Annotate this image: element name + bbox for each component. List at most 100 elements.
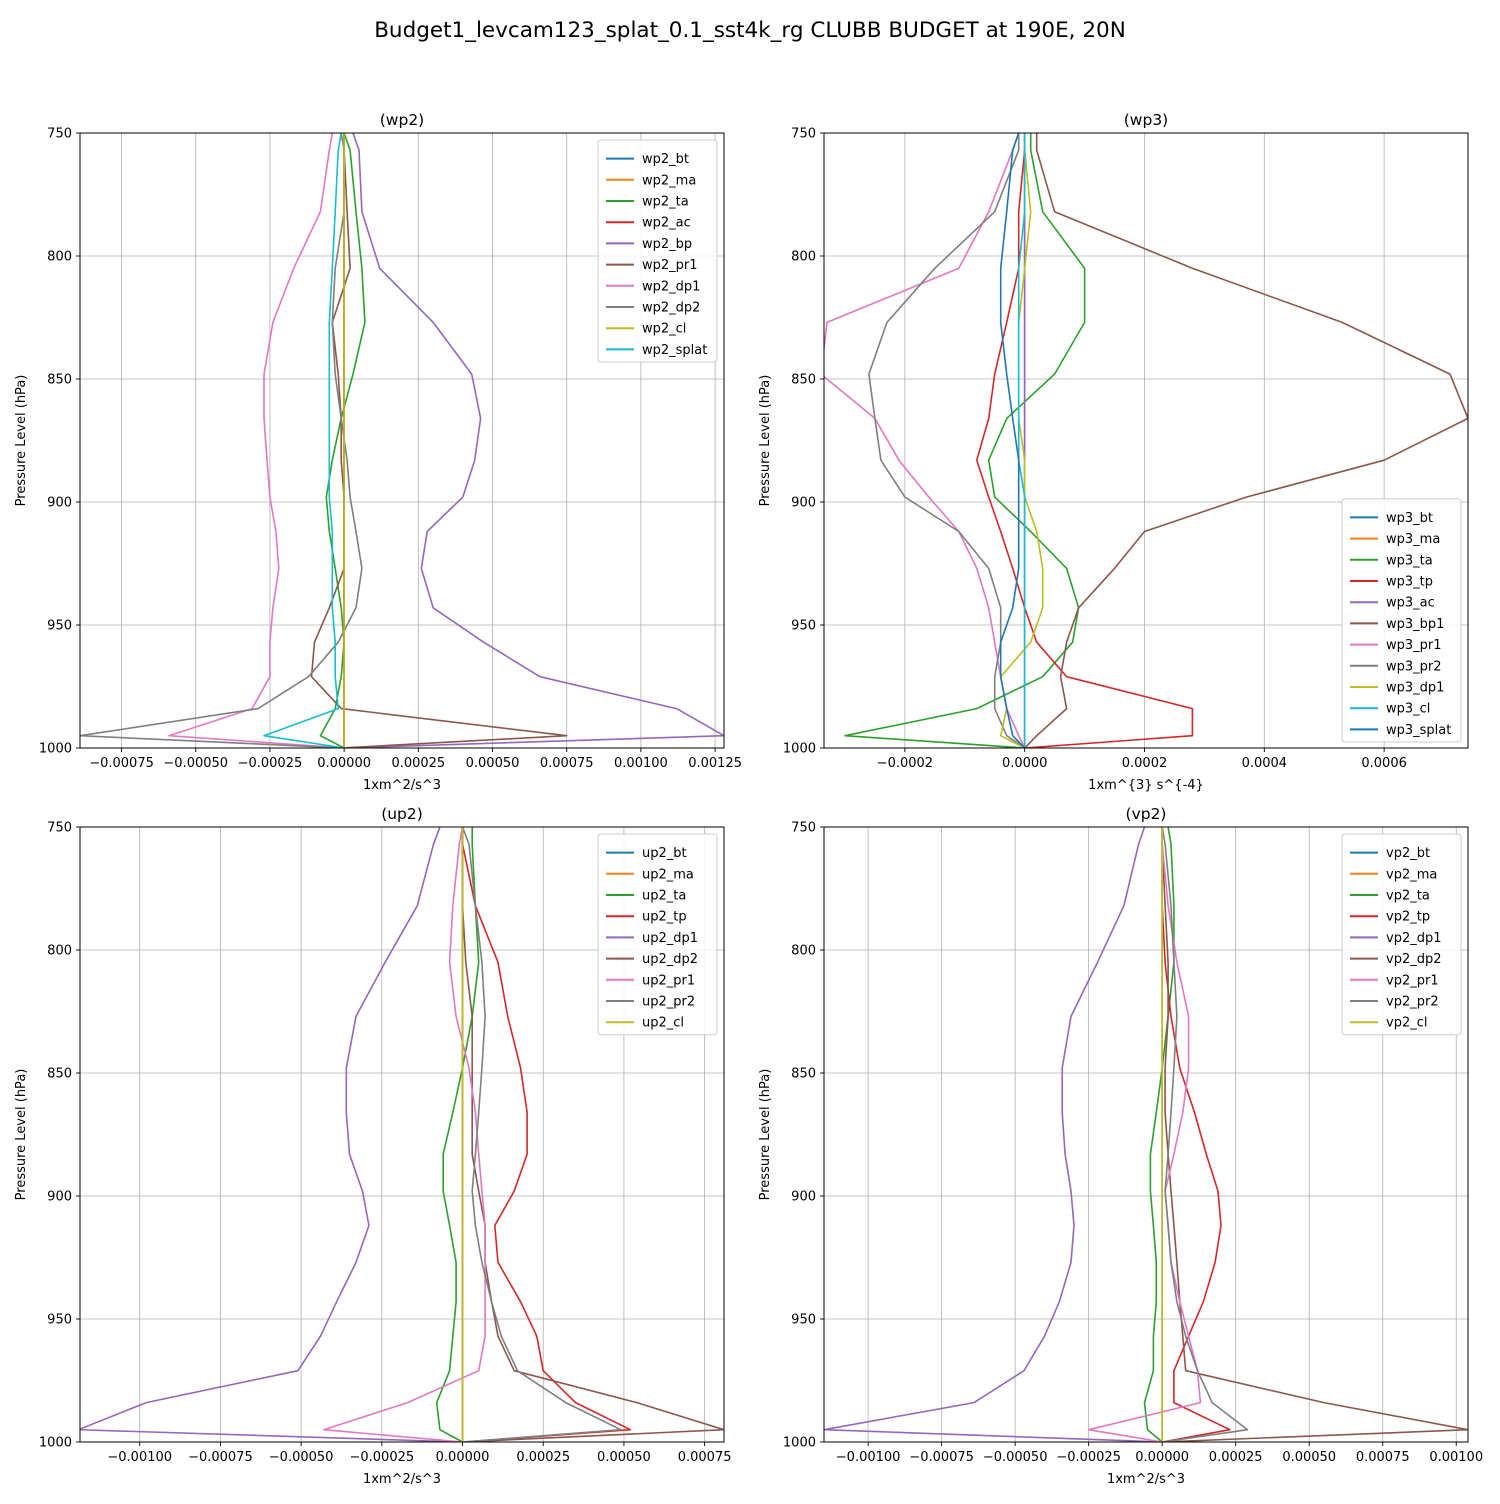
x-tick-label: 0.0002 [1122, 756, 1168, 771]
x-tick-label: −0.00075 [909, 1450, 974, 1465]
legend-label-wp3_dp1: wp3_dp1 [1386, 681, 1444, 696]
series-line-wp3_pr2 [868, 133, 1026, 748]
legend-label-wp2_dp1: wp2_dp1 [642, 279, 700, 294]
series-line-up2_pr1 [322, 827, 486, 1442]
series-line-up2_pr2 [461, 827, 622, 1442]
series-line-vp2_dp2 [1161, 827, 1468, 1442]
y-tick-label: 900 [47, 496, 72, 511]
x-tick-label: 0.00000 [317, 756, 371, 771]
x-tick-label: −0.00025 [349, 1450, 414, 1465]
legend-label-vp2_ma: vp2_ma [1386, 867, 1437, 882]
series-line-wp2_ta [319, 133, 366, 748]
y-axis-label: Pressure Level (hPa) [14, 375, 29, 507]
x-tick-label: 0.0000 [1002, 756, 1048, 771]
legend-label-up2_tp: up2_tp [642, 910, 687, 925]
x-tick-label: 0.00075 [1356, 1450, 1410, 1465]
x-tick-label: 0.00100 [1429, 1450, 1483, 1465]
legend-label-wp3_bt: wp3_bt [1386, 511, 1433, 526]
x-tick-label: −0.00025 [238, 756, 303, 771]
y-tick-label: 950 [47, 1313, 72, 1328]
chart-panel-2: −0.0002 0.0000 0.0002 0.0004 0.0006 750 800 850… [758, 111, 1469, 793]
x-tick-label: 0.00025 [516, 1450, 570, 1465]
y-tick-label: 800 [791, 944, 816, 959]
x-tick-label: 0.00100 [614, 756, 668, 771]
legend: wp3_bt wp3_ma wp3_ta wp3_tp wp3_ac wp3_bp1 wp3… [1341, 498, 1462, 743]
y-tick-label: 800 [47, 944, 72, 959]
legend-label-up2_cl: up2_cl [642, 1016, 684, 1031]
y-tick-label: 850 [47, 1067, 72, 1082]
x-tick-label: −0.00100 [836, 1450, 901, 1465]
series-line-up2_dp2 [461, 827, 724, 1442]
legend-label-up2_pr2: up2_pr2 [642, 995, 695, 1010]
y-tick-label: 1000 [39, 1436, 72, 1451]
legend-label-wp3_pr2: wp3_pr2 [1386, 659, 1442, 674]
legend-label-wp2_ac: wp2_ac [642, 216, 691, 231]
legend-label-wp2_bp: wp2_bp [642, 237, 692, 252]
x-tick-label: 0.00125 [688, 756, 742, 771]
x-tick-label: 0.0004 [1242, 756, 1288, 771]
series-line-wp2_bp [344, 133, 724, 748]
series-line-up2_ta [435, 827, 480, 1442]
legend-label-wp3_ta: wp3_ta [1386, 553, 1433, 568]
y-tick-label: 850 [47, 373, 72, 388]
series-line-wp3_cl [1017, 133, 1026, 748]
y-tick-label: 1000 [39, 742, 72, 757]
axes-frame [823, 132, 1469, 749]
chart-title: (vp2) [1126, 805, 1167, 823]
legend-label-vp2_pr2: vp2_pr2 [1386, 995, 1439, 1010]
x-tick-label: −0.00025 [1056, 1450, 1121, 1465]
legend-label-vp2_dp1: vp2_dp1 [1386, 931, 1442, 946]
x-tick-label: 0.00050 [466, 756, 520, 771]
legend-label-wp2_ma: wp2_ma [642, 173, 696, 188]
legend-label-wp3_tp: wp3_tp [1386, 575, 1433, 590]
chart-panel-3: −0.00100 −0.00075 −0.00050 −0.00025 0.00000 0… [14, 805, 732, 1487]
y-tick-label: 800 [791, 250, 816, 265]
series-line-up2_dp1 [80, 827, 463, 1442]
legend-label-up2_pr1: up2_pr1 [642, 973, 695, 988]
x-tick-label: −0.00100 [107, 1450, 172, 1465]
chart-title: (up2) [381, 805, 423, 823]
series-line-wp3_splat [999, 133, 1026, 748]
x-tick-label: 0.00050 [1282, 1450, 1336, 1465]
legend-label-vp2_pr1: vp2_pr1 [1386, 973, 1439, 988]
x-axis-label: 1xm^{3} s^{-4} [1088, 778, 1204, 793]
series-line-wp3_tp [975, 133, 1194, 748]
legend-label-vp2_tp: vp2_tp [1386, 910, 1430, 925]
legend-label-wp2_dp2: wp2_dp2 [642, 301, 700, 316]
legend-label-vp2_cl: vp2_cl [1386, 1016, 1427, 1031]
chart-panels: −0.00075 −0.00050 −0.00025 0.00000 0.00025 0.… [14, 111, 1483, 1487]
x-tick-label: 0.0006 [1361, 756, 1407, 771]
legend: wp2_bt wp2_ma wp2_ta wp2_ac wp2_bp wp2_pr1 wp2… [597, 139, 718, 363]
x-axis-label: 1xm^2/s^3 [363, 1472, 441, 1487]
y-tick-label: 950 [791, 619, 816, 634]
series-lines [80, 133, 724, 748]
x-tick-label: 0.00025 [391, 756, 445, 771]
x-tick-label: −0.00075 [188, 1450, 253, 1465]
legend-label-wp2_cl: wp2_cl [642, 322, 686, 337]
legend-label-up2_dp2: up2_dp2 [642, 952, 698, 967]
chart-panel-1: −0.00075 −0.00050 −0.00025 0.00000 0.00025 0.… [14, 111, 742, 793]
y-tick-label: 850 [791, 1067, 816, 1082]
series-line-wp2_splat [263, 133, 345, 748]
y-tick-label: 1000 [783, 1436, 816, 1451]
legend-label-wp3_ac: wp3_ac [1386, 596, 1435, 611]
legend-box [1341, 833, 1462, 1036]
legend-label-vp2_dp2: vp2_dp2 [1386, 952, 1442, 967]
x-tick-label: 0.00075 [678, 1450, 732, 1465]
series-line-wp3_ta [844, 133, 1086, 748]
legend-label-wp3_ma: wp3_ma [1386, 532, 1440, 547]
x-axis-label: 1xm^2/s^3 [363, 778, 441, 793]
series-line-vp2_tp [1161, 827, 1231, 1442]
series-lines [824, 827, 1468, 1442]
legend-label-up2_ma: up2_ma [642, 867, 694, 882]
x-tick-label: 0.00050 [597, 1450, 651, 1465]
legend-label-up2_dp1: up2_dp1 [642, 931, 698, 946]
x-tick-label: −0.0002 [877, 756, 933, 771]
legend-label-up2_ta: up2_ta [642, 889, 686, 904]
x-tick-label: 0.00025 [1209, 1450, 1263, 1465]
y-axis-label: Pressure Level (hPa) [758, 375, 773, 507]
x-tick-label: −0.00050 [983, 1450, 1048, 1465]
legend: vp2_bt vp2_ma vp2_ta vp2_tp vp2_dp1 vp2_dp2vp… [1341, 833, 1462, 1036]
legend-box [597, 833, 718, 1036]
